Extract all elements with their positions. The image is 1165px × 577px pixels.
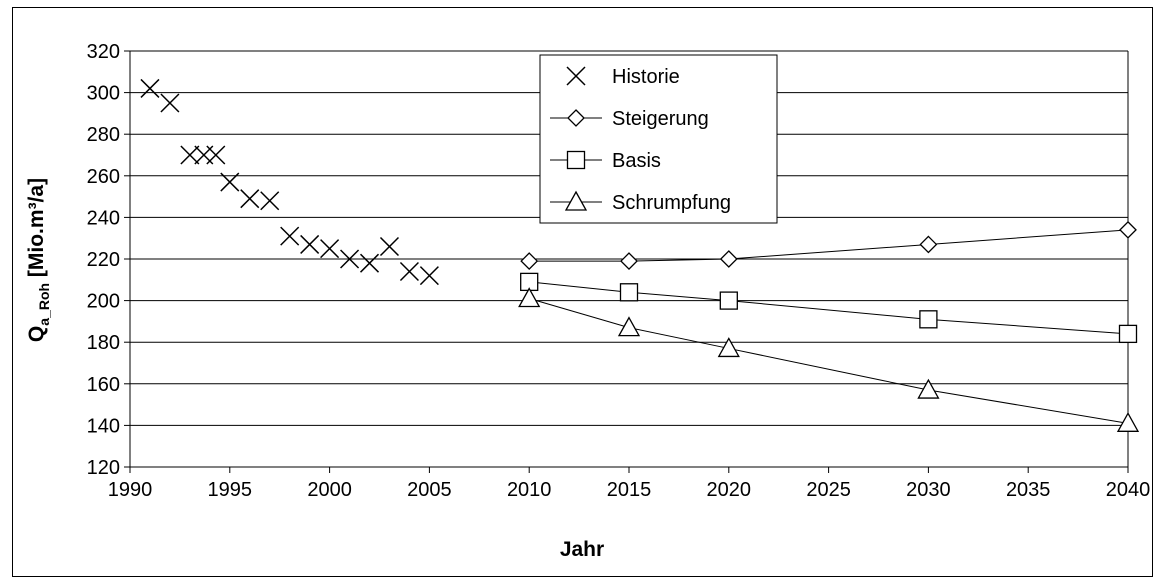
- y-tick-label: 140: [87, 415, 120, 437]
- data-point: [220, 172, 240, 192]
- series-line: [529, 298, 1129, 424]
- legend-marker: [566, 66, 586, 86]
- line-chart: 120 140 160 180 200 220 240 260 280 300 320 1990 199…: [25, 41, 1151, 561]
- y-tick-label: 120: [87, 457, 120, 479]
- data-point: [260, 191, 280, 211]
- x-tick-label: 1990: [108, 479, 153, 501]
- legend-label: Historie: [612, 66, 680, 88]
- data-point: [300, 234, 320, 254]
- legend-marker: [564, 190, 588, 211]
- legend-label: Steigerung: [612, 108, 709, 130]
- legend-box: [539, 54, 778, 224]
- legend-item-steigerung: Steigerung: [550, 108, 709, 130]
- data-point: [520, 252, 539, 270]
- data-point: [419, 266, 439, 286]
- x-tick-label: 2005: [407, 479, 452, 501]
- data-point: [320, 239, 340, 259]
- data-point: [399, 261, 419, 282]
- data-point: [206, 145, 226, 165]
- data-point: [1116, 411, 1140, 432]
- data-point: [917, 378, 940, 399]
- data-point: [919, 310, 938, 329]
- series-line: [529, 281, 1129, 335]
- y-tick-label: 280: [87, 124, 120, 146]
- y-tick-label: 160: [87, 374, 120, 396]
- data-point: [240, 189, 260, 209]
- data-point: [1118, 324, 1138, 344]
- x-tick-label: 2010: [507, 479, 552, 501]
- series-steigerung: [520, 220, 1137, 270]
- y-tick-label: 300: [87, 83, 120, 105]
- data-point: [617, 316, 641, 337]
- data-point: [379, 236, 400, 257]
- data-point: [140, 78, 160, 98]
- legend-item-schrumpfung: Schrumpfung: [550, 190, 731, 214]
- series-layer: [140, 78, 1140, 432]
- x-tick-label: 2025: [806, 479, 851, 501]
- legend: Historie Steigerung Basis Schrumpfung: [539, 54, 778, 224]
- legend-label: Basis: [612, 150, 661, 172]
- y-tick-label: 180: [87, 332, 120, 354]
- data-point: [719, 250, 738, 268]
- x-axis-title: Jahr: [560, 538, 604, 561]
- legend-item-basis: Basis: [550, 150, 661, 172]
- y-tick-label: 220: [87, 249, 120, 271]
- data-point: [1119, 220, 1137, 239]
- y-axis-title-main: Q: [25, 326, 48, 342]
- x-tick-label: 2040: [1106, 479, 1151, 501]
- axes: 120 140 160 180 200 220 240 260 280 300 320 1990 199…: [87, 41, 1151, 501]
- data-point: [619, 283, 639, 302]
- y-tick-label: 320: [87, 41, 120, 63]
- x-tick-label: 2015: [607, 479, 652, 501]
- y-tick-label: 200: [87, 291, 120, 313]
- series-basis: [520, 272, 1138, 344]
- data-point: [620, 252, 638, 270]
- legend-label: Schrumpfung: [612, 192, 731, 214]
- data-point: [518, 287, 541, 308]
- y-axis-title: Qa_Roh [Mio.m³/a]: [25, 178, 52, 342]
- data-point: [340, 249, 360, 269]
- x-tick-label: 2035: [1006, 479, 1051, 501]
- data-point: [719, 291, 738, 310]
- data-point: [717, 337, 740, 358]
- series-line: [529, 229, 1129, 262]
- y-tick-label: 260: [87, 166, 120, 188]
- data-point: [180, 145, 200, 165]
- data-point: [359, 253, 380, 273]
- data-point: [280, 226, 300, 246]
- legend-marker: [567, 109, 585, 127]
- legend-item-historie: Historie: [566, 66, 680, 88]
- data-point: [160, 93, 180, 113]
- series-schrumpfung: [518, 287, 1140, 432]
- x-tick-label: 2020: [707, 479, 752, 501]
- series-historie: [140, 78, 439, 286]
- y-tick-label: 240: [87, 207, 120, 229]
- x-tick-label: 2000: [307, 479, 352, 501]
- x-tick-label: 2030: [906, 479, 951, 501]
- y-axis-title-unit: [Mio.m³/a]: [25, 178, 48, 283]
- x-tick-label: 1995: [208, 479, 253, 501]
- y-axis-title-sub: a_Roh: [36, 283, 52, 326]
- data-point: [919, 235, 938, 254]
- legend-marker: [566, 150, 586, 170]
